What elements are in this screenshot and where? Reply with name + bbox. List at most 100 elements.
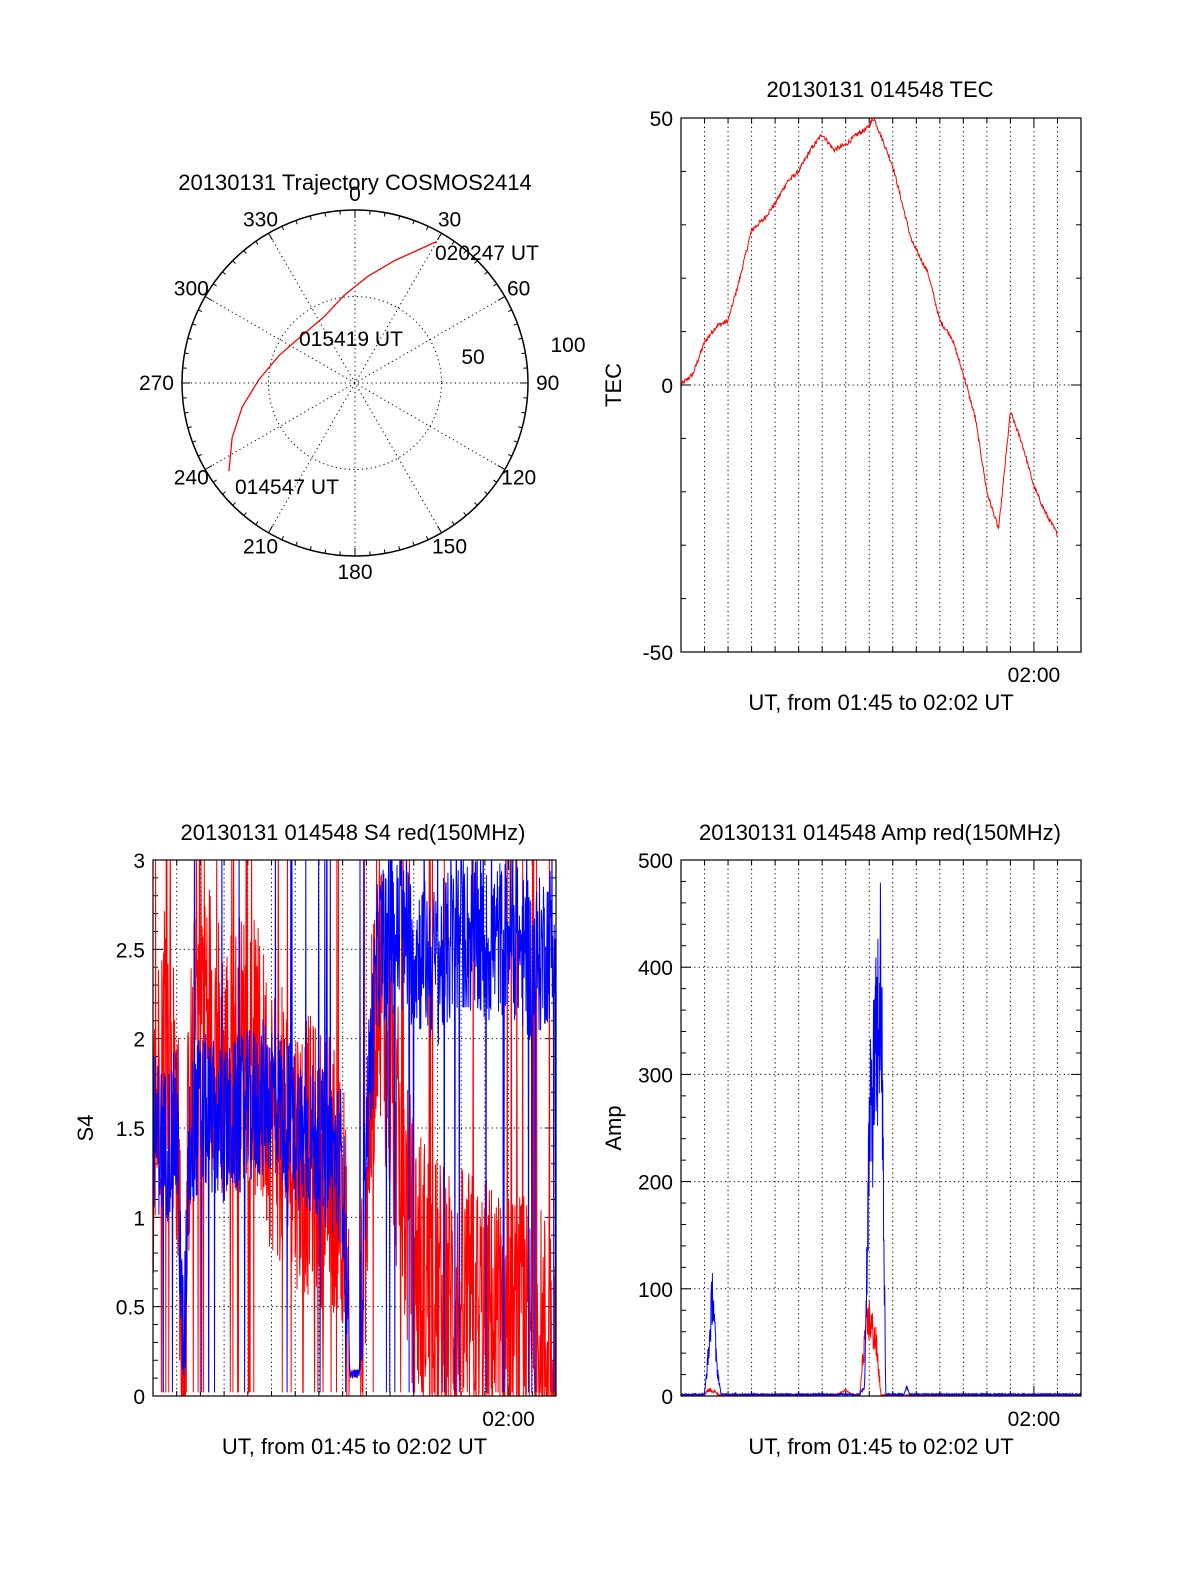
polar-radius-label-100: 100 — [550, 334, 585, 357]
polar-tick — [243, 512, 247, 516]
annotation-start-time: 014547 UT — [235, 476, 339, 499]
s4-title: 20130131 014548 S4 red(150MHz) — [181, 820, 526, 845]
polar-tick — [192, 440, 197, 443]
polar-tick — [324, 212, 327, 217]
polar-angle-label: 60 — [507, 278, 530, 301]
y-tick-label: 400 — [638, 957, 673, 980]
y-tick-label: 3 — [133, 850, 145, 873]
polar-tick — [425, 225, 429, 231]
polar-tick — [518, 426, 523, 429]
polar-tick — [324, 549, 327, 554]
polar-tick — [187, 337, 192, 340]
tec-tick-marks — [680, 117, 1082, 653]
polar-tick — [463, 512, 467, 516]
polar-spoke — [204, 296, 506, 470]
tec-plot-frame — [680, 117, 1082, 653]
s4-y-tick-labels: 0 0.5 1 1.5 2 2.5 3 — [116, 850, 145, 1409]
y-tick-label: 0 — [661, 375, 673, 398]
polar-tick — [398, 546, 401, 551]
polar-tick — [212, 479, 217, 483]
tec-y-tick-labels: -50 0 50 — [643, 108, 673, 665]
polar-tick — [493, 283, 498, 287]
polar-tick — [281, 225, 285, 231]
y-tick-label: 2.5 — [116, 939, 145, 962]
polar-tick — [212, 283, 217, 287]
polar-tick — [474, 260, 478, 264]
polar-angle-label: 90 — [536, 372, 559, 395]
polar-tick — [232, 502, 236, 506]
polar-angle-label: 0 — [349, 183, 361, 206]
polar-tick — [398, 215, 401, 220]
y-tick-label: 1 — [133, 1207, 145, 1230]
polar-title: 20130131 Trajectory COSMOS2414 — [178, 170, 531, 195]
polar-inner-circle — [268, 296, 442, 470]
y-tick-label: 200 — [638, 1172, 673, 1195]
y-tick-label: 2 — [133, 1029, 145, 1052]
polar-radius-label-50: 50 — [461, 346, 484, 369]
polar-tick — [521, 411, 526, 414]
s4-x-axis-label: UT, from 01:45 to 02:02 UT — [222, 1434, 487, 1459]
polar-tick — [204, 296, 213, 301]
amp-title: 20130131 014548 Amp red(150MHz) — [699, 820, 1061, 845]
polar-tick — [437, 232, 442, 241]
polar-tick — [412, 220, 415, 225]
polar-spoke — [268, 232, 442, 534]
polar-angle-label: 300 — [174, 278, 209, 301]
polar-tick — [513, 323, 518, 326]
polar-tick — [383, 549, 386, 554]
s4-y-axis-label: S4 — [73, 1115, 98, 1142]
polar-tick — [232, 260, 236, 264]
amp-plot-frame — [680, 859, 1082, 1397]
amp-x-axis-label: UT, from 01:45 to 02:02 UT — [748, 1434, 1013, 1459]
polar-tick — [197, 309, 203, 313]
polar-tick — [295, 220, 298, 225]
polar-tick — [474, 502, 478, 506]
polar-tick — [493, 479, 498, 483]
amp-y-tick-labels: 0 100 200 300 400 500 — [638, 850, 673, 1409]
y-tick-label: -50 — [643, 642, 673, 665]
polar-angle-label: 180 — [337, 561, 372, 584]
polar-tick — [184, 352, 189, 355]
polar-tick — [383, 212, 386, 217]
trajectory-track — [228, 240, 437, 472]
polar-tick — [507, 453, 513, 457]
s4-series-blue — [153, 860, 556, 1393]
amp-series-blue — [681, 882, 1081, 1396]
polar-tick — [507, 309, 513, 313]
polar-trajectory-chart: 20130131 Trajectory COSMOS2414 0 30 60 90 12… — [139, 170, 586, 584]
tec-x-tick-label: 02:00 — [1008, 664, 1061, 687]
y-tick-label: 0.5 — [116, 1297, 145, 1320]
polar-tick — [295, 541, 298, 546]
polar-tick — [222, 271, 226, 275]
tec-title: 20130131 014548 TEC — [766, 77, 993, 102]
polar-tick — [197, 453, 203, 457]
polar-angle-labels: 0 30 60 90 120 150 180 210 240 270 300 330 — [139, 183, 559, 584]
s4-chart: 20130131 014548 S4 red(150MHz) 0 0.5 1 1.5 2… — [73, 820, 557, 1459]
s4-x-tick-label: 02:00 — [482, 1408, 535, 1431]
polar-tick — [518, 337, 523, 340]
polar-tick — [187, 426, 192, 429]
y-tick-label: 500 — [638, 850, 673, 873]
polar-tick — [184, 411, 189, 414]
amp-chart: 20130131 014548 Amp red(150MHz) 0 100 200 3… — [601, 820, 1082, 1459]
amp-x-tick-label: 02:00 — [1008, 1408, 1061, 1431]
y-tick-label: 0 — [133, 1386, 145, 1409]
polar-spoke — [204, 296, 506, 470]
tec-vertical-grid — [704, 118, 1058, 652]
polar-tick — [255, 240, 259, 245]
polar-tick — [268, 232, 273, 241]
amp-horizontal-grid — [681, 966, 1081, 1290]
s4-plot-frame — [152, 859, 557, 1397]
y-tick-label: 300 — [638, 1064, 673, 1087]
polar-tick — [484, 491, 488, 495]
polar-tick — [222, 491, 226, 495]
polar-angle-label: 270 — [139, 372, 174, 395]
y-tick-label: 0 — [661, 1386, 673, 1409]
amp-y-axis-label: Amp — [601, 1105, 626, 1150]
polar-tick — [451, 240, 455, 245]
tec-series-red — [681, 118, 1058, 538]
annotation-mid-time: 015419 UT — [299, 328, 403, 351]
polar-tick — [497, 465, 506, 470]
s4-series — [153, 860, 556, 1396]
polar-tick — [451, 521, 455, 526]
